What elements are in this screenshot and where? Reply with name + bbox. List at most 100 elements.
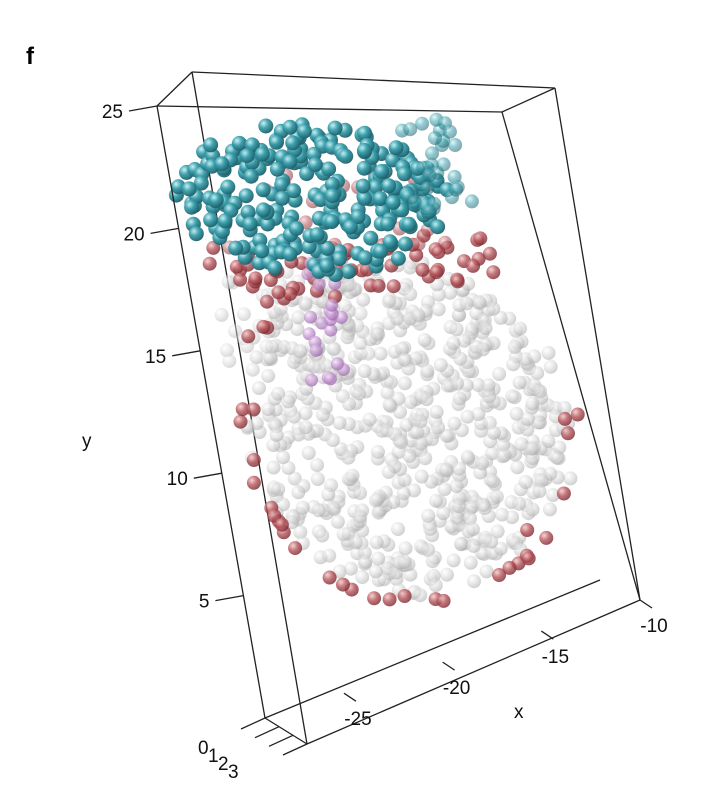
point-teal bbox=[357, 250, 373, 266]
point-grey bbox=[433, 358, 448, 372]
point-grey bbox=[343, 561, 358, 576]
point-grey bbox=[380, 385, 395, 400]
point-red bbox=[233, 414, 248, 429]
box-front-edges bbox=[156, 87, 641, 745]
point-red bbox=[371, 278, 386, 293]
point-teal bbox=[449, 182, 463, 197]
point-grey bbox=[357, 364, 372, 379]
point-grey bbox=[518, 475, 533, 489]
point-grey bbox=[450, 510, 465, 525]
point-grey bbox=[557, 401, 572, 415]
point-grey bbox=[512, 375, 527, 390]
box-edge bbox=[191, 71, 556, 89]
point-grey bbox=[439, 567, 454, 582]
point-grey bbox=[452, 391, 467, 406]
point-grey bbox=[221, 274, 236, 289]
point-grey bbox=[413, 414, 428, 429]
point-grey bbox=[403, 287, 418, 302]
point-grey bbox=[428, 578, 443, 593]
point-grey bbox=[220, 343, 234, 358]
point-grey bbox=[418, 451, 433, 466]
y-tick-label: 20 bbox=[123, 224, 144, 245]
box-edge bbox=[306, 599, 641, 745]
point-grey bbox=[452, 308, 467, 323]
point-grey bbox=[245, 362, 260, 377]
point-teal bbox=[324, 214, 340, 230]
point-red bbox=[235, 402, 250, 417]
point-lilac bbox=[330, 357, 344, 371]
point-grey bbox=[477, 501, 492, 515]
point-teal bbox=[296, 123, 312, 139]
point-grey bbox=[327, 502, 342, 517]
point-grey bbox=[322, 548, 337, 563]
point-teal bbox=[255, 182, 271, 198]
point-teal bbox=[397, 236, 413, 252]
point-grey bbox=[512, 496, 527, 511]
point-grey bbox=[431, 420, 446, 435]
point-grey bbox=[298, 296, 313, 311]
point-teal bbox=[464, 194, 479, 209]
point-teal bbox=[382, 234, 398, 250]
point-teal bbox=[214, 156, 230, 172]
point-grey bbox=[371, 505, 386, 520]
point-grey bbox=[506, 357, 521, 372]
point-grey bbox=[481, 378, 496, 393]
point-grey bbox=[382, 397, 397, 412]
box-edge bbox=[156, 105, 503, 113]
box-edge bbox=[264, 717, 308, 745]
point-teal bbox=[286, 183, 302, 199]
point-grey bbox=[399, 417, 414, 432]
point-grey bbox=[381, 294, 396, 309]
box-edge bbox=[501, 111, 641, 601]
z-tick-mark bbox=[240, 717, 266, 730]
point-teal bbox=[260, 216, 276, 232]
point-grey bbox=[249, 416, 264, 431]
point-teal bbox=[324, 176, 340, 192]
point-teal bbox=[403, 122, 418, 137]
point-grey bbox=[361, 346, 376, 361]
point-grey bbox=[479, 564, 494, 579]
point-teal bbox=[282, 246, 298, 262]
point-teal bbox=[436, 157, 451, 172]
point-red bbox=[438, 235, 453, 250]
point-teal bbox=[307, 157, 323, 173]
point-teal bbox=[356, 143, 372, 158]
point-grey bbox=[358, 554, 373, 569]
point-red bbox=[486, 265, 501, 280]
point-grey bbox=[310, 472, 325, 486]
point-grey bbox=[263, 350, 278, 365]
point-grey bbox=[362, 412, 377, 427]
point-grey bbox=[421, 508, 436, 523]
point-teal bbox=[381, 178, 397, 194]
point-teal bbox=[350, 209, 366, 225]
point-grey bbox=[381, 464, 396, 479]
point-teal bbox=[357, 125, 373, 141]
point-grey bbox=[321, 487, 336, 502]
point-teal bbox=[255, 202, 271, 218]
point-grey bbox=[291, 310, 306, 325]
x-tick-label: -25 bbox=[344, 709, 371, 730]
point-red bbox=[415, 262, 430, 277]
point-grey bbox=[466, 538, 481, 553]
point-teal bbox=[342, 219, 358, 235]
box-edge bbox=[554, 87, 641, 601]
point-grey bbox=[295, 500, 310, 515]
point-grey bbox=[475, 456, 489, 471]
x-tick-mark bbox=[343, 692, 357, 702]
point-grey bbox=[298, 406, 313, 421]
point-lilac bbox=[325, 298, 339, 312]
point-grey bbox=[457, 333, 472, 348]
point-teal bbox=[321, 161, 337, 177]
point-teal bbox=[420, 181, 435, 195]
point-grey bbox=[478, 321, 493, 335]
point-grey bbox=[276, 450, 290, 465]
point-teal bbox=[324, 188, 340, 204]
point-grey bbox=[340, 330, 355, 345]
x-tick-mark bbox=[442, 661, 455, 671]
point-grey bbox=[493, 541, 508, 556]
point-grey bbox=[421, 543, 435, 557]
point-teal bbox=[193, 175, 209, 191]
point-red bbox=[520, 523, 535, 537]
point-grey bbox=[310, 458, 325, 473]
point-teal bbox=[430, 219, 446, 235]
